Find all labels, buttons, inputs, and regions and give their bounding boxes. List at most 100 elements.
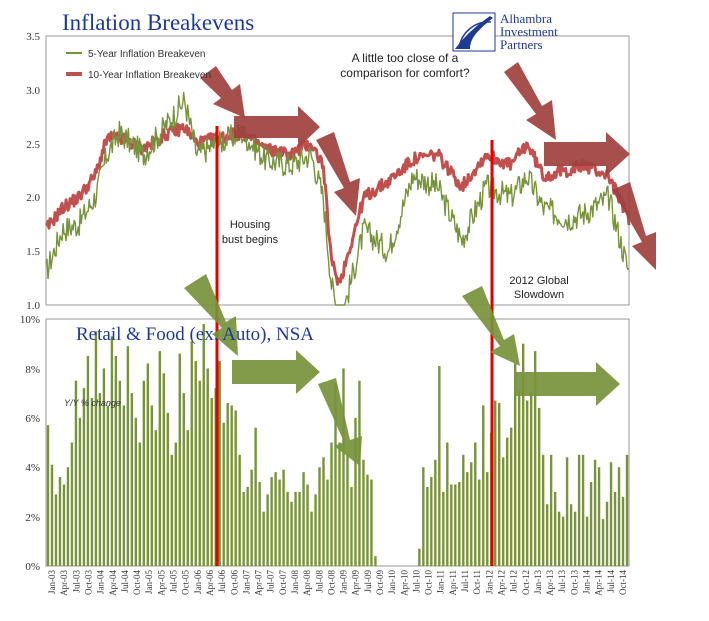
retail-bar xyxy=(226,402,229,566)
yy-change-label: Y/Y % change xyxy=(64,398,121,408)
x-tick-label: Oct-05 xyxy=(181,570,191,595)
retail-bar xyxy=(525,400,529,566)
y-tick-2pct: 2% xyxy=(25,512,40,524)
retail-bar xyxy=(294,491,297,566)
x-tick-label: Jul-10 xyxy=(411,570,421,593)
retail-bar xyxy=(106,405,110,566)
x-tick-label: Oct-14 xyxy=(618,570,628,595)
retail-bar xyxy=(510,427,513,566)
x-tick-label: Jul-14 xyxy=(606,570,616,593)
y-tick-2-5: 2.5 xyxy=(26,139,40,151)
red-arrow-1 xyxy=(200,66,245,118)
retail-bar xyxy=(54,494,58,566)
retail-bar xyxy=(90,398,94,566)
legend-label-5yr: 5-Year Inflation Breakeven xyxy=(88,49,206,60)
retail-bars xyxy=(46,323,629,566)
retail-bar xyxy=(621,496,625,566)
x-tick-label: Oct-07 xyxy=(278,570,288,595)
y-tick-0pct: 0% xyxy=(25,561,40,573)
retail-bar xyxy=(462,454,465,566)
retail-bar xyxy=(506,437,509,566)
x-tick-label: Jan-04 xyxy=(96,570,106,594)
retail-bar xyxy=(202,323,205,566)
retail-bar xyxy=(74,380,78,566)
retail-bar xyxy=(314,494,317,566)
retail-bar xyxy=(138,442,142,566)
retail-bar xyxy=(517,390,521,566)
retail-bar xyxy=(470,462,473,566)
x-tick-label: Jul-13 xyxy=(557,570,567,593)
retail-bar xyxy=(521,343,525,566)
retail-bar xyxy=(346,454,349,566)
retail-bar xyxy=(302,472,305,566)
retail-bar xyxy=(126,346,130,566)
retail-bar xyxy=(350,486,353,566)
retail-bar xyxy=(94,331,98,566)
x-tick-label: Apr-04 xyxy=(108,570,118,596)
x-tick-label: Apr-06 xyxy=(205,570,215,596)
retail-bar xyxy=(577,454,581,566)
x-tick-label: Oct-13 xyxy=(569,570,579,595)
retail-bar xyxy=(434,459,437,566)
comparison-note-line1: A little too close of a xyxy=(352,51,459,65)
breakevens-legend: 5-Year Inflation Breakeven 10-Year Infla… xyxy=(66,49,211,81)
x-tick-label: Jul-05 xyxy=(169,570,179,593)
retail-bar xyxy=(98,393,102,566)
retail-bar xyxy=(258,482,261,566)
retail-bar xyxy=(370,479,373,566)
retail-bar xyxy=(186,430,189,566)
retail-bar xyxy=(617,467,621,566)
x-tick-label: Apr-03 xyxy=(59,570,69,596)
x-tick-label: Jul-07 xyxy=(266,570,276,593)
retail-bar xyxy=(561,516,565,566)
retail-bar xyxy=(250,469,253,566)
retail-bar xyxy=(230,405,233,566)
retail-bar xyxy=(222,422,225,566)
x-tick-label: Oct-08 xyxy=(326,570,336,595)
retail-bar xyxy=(482,405,485,566)
x-tick-label: Jan-07 xyxy=(241,570,251,594)
retail-bar xyxy=(282,469,285,566)
retail-bar xyxy=(533,351,537,566)
retail-bar xyxy=(581,454,585,566)
x-tick-label: Jan-09 xyxy=(339,570,349,594)
retail-bar xyxy=(557,511,561,566)
retail-bar xyxy=(290,501,293,566)
x-tick-label: Jul-04 xyxy=(120,570,130,593)
retail-bar xyxy=(589,482,593,566)
slowdown-note-line1: 2012 Global xyxy=(509,275,568,287)
retail-bar xyxy=(66,467,70,566)
x-tick-label: Jul-09 xyxy=(363,570,373,593)
green-arrows xyxy=(184,274,620,466)
retail-x-axis: Jan-03 Apr-03 Jul-03 Oct-03 Jan-04 Apr-04 Jul-… xyxy=(47,570,628,596)
retail-bar xyxy=(593,459,597,566)
retail-bar xyxy=(178,353,181,566)
retail-bar xyxy=(82,388,86,566)
red-arrow-6 xyxy=(612,182,656,270)
retail-bar xyxy=(502,457,505,566)
retail-bar xyxy=(362,459,365,566)
retail-bar xyxy=(86,356,90,566)
retail-bar xyxy=(585,516,589,566)
x-tick-label: Apr-12 xyxy=(497,570,507,596)
retail-bar xyxy=(537,407,541,566)
retail-bar xyxy=(266,494,269,566)
retail-bar xyxy=(278,479,281,566)
retail-bar xyxy=(438,365,441,566)
retail-bar xyxy=(514,363,517,566)
retail-bar xyxy=(286,491,289,566)
retail-bar xyxy=(134,417,138,566)
retail-bar xyxy=(474,442,477,566)
retail-plot-frame xyxy=(45,318,630,567)
retail-bar xyxy=(242,491,245,566)
x-tick-label: Apr-09 xyxy=(351,570,361,596)
retail-bar xyxy=(246,486,249,566)
logo-mark-icon xyxy=(455,16,493,49)
retail-bar xyxy=(270,477,273,566)
retail-bar xyxy=(446,442,449,566)
x-tick-label: Apr-05 xyxy=(156,570,166,596)
x-tick-label: Oct-04 xyxy=(132,570,142,595)
retail-bar xyxy=(162,373,165,566)
logo-line-1: Alhambra xyxy=(500,11,552,26)
retail-bar xyxy=(166,412,169,566)
